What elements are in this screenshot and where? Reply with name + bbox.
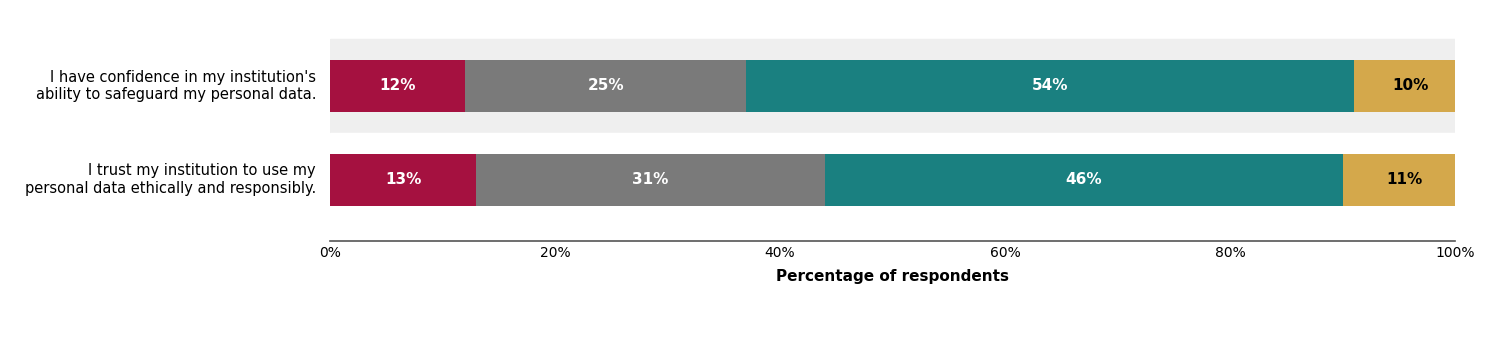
Bar bbox=[330, 39, 1455, 133]
Bar bbox=[825, 154, 1342, 206]
Text: 13%: 13% bbox=[386, 172, 422, 187]
Text: 11%: 11% bbox=[1386, 172, 1422, 187]
Bar bbox=[747, 60, 1353, 112]
X-axis label: Percentage of respondents: Percentage of respondents bbox=[776, 269, 1010, 284]
Text: 31%: 31% bbox=[633, 172, 669, 187]
Bar bbox=[330, 133, 1455, 227]
Text: 12%: 12% bbox=[380, 78, 416, 93]
Text: 46%: 46% bbox=[1065, 172, 1102, 187]
Bar bbox=[1342, 154, 1466, 206]
Text: 10%: 10% bbox=[1392, 78, 1428, 93]
Text: 54%: 54% bbox=[1032, 78, 1068, 93]
Bar bbox=[1353, 60, 1466, 112]
Bar bbox=[465, 60, 747, 112]
Text: 25%: 25% bbox=[588, 78, 624, 93]
Bar bbox=[477, 154, 825, 206]
Bar bbox=[330, 60, 465, 112]
Bar bbox=[330, 154, 477, 206]
